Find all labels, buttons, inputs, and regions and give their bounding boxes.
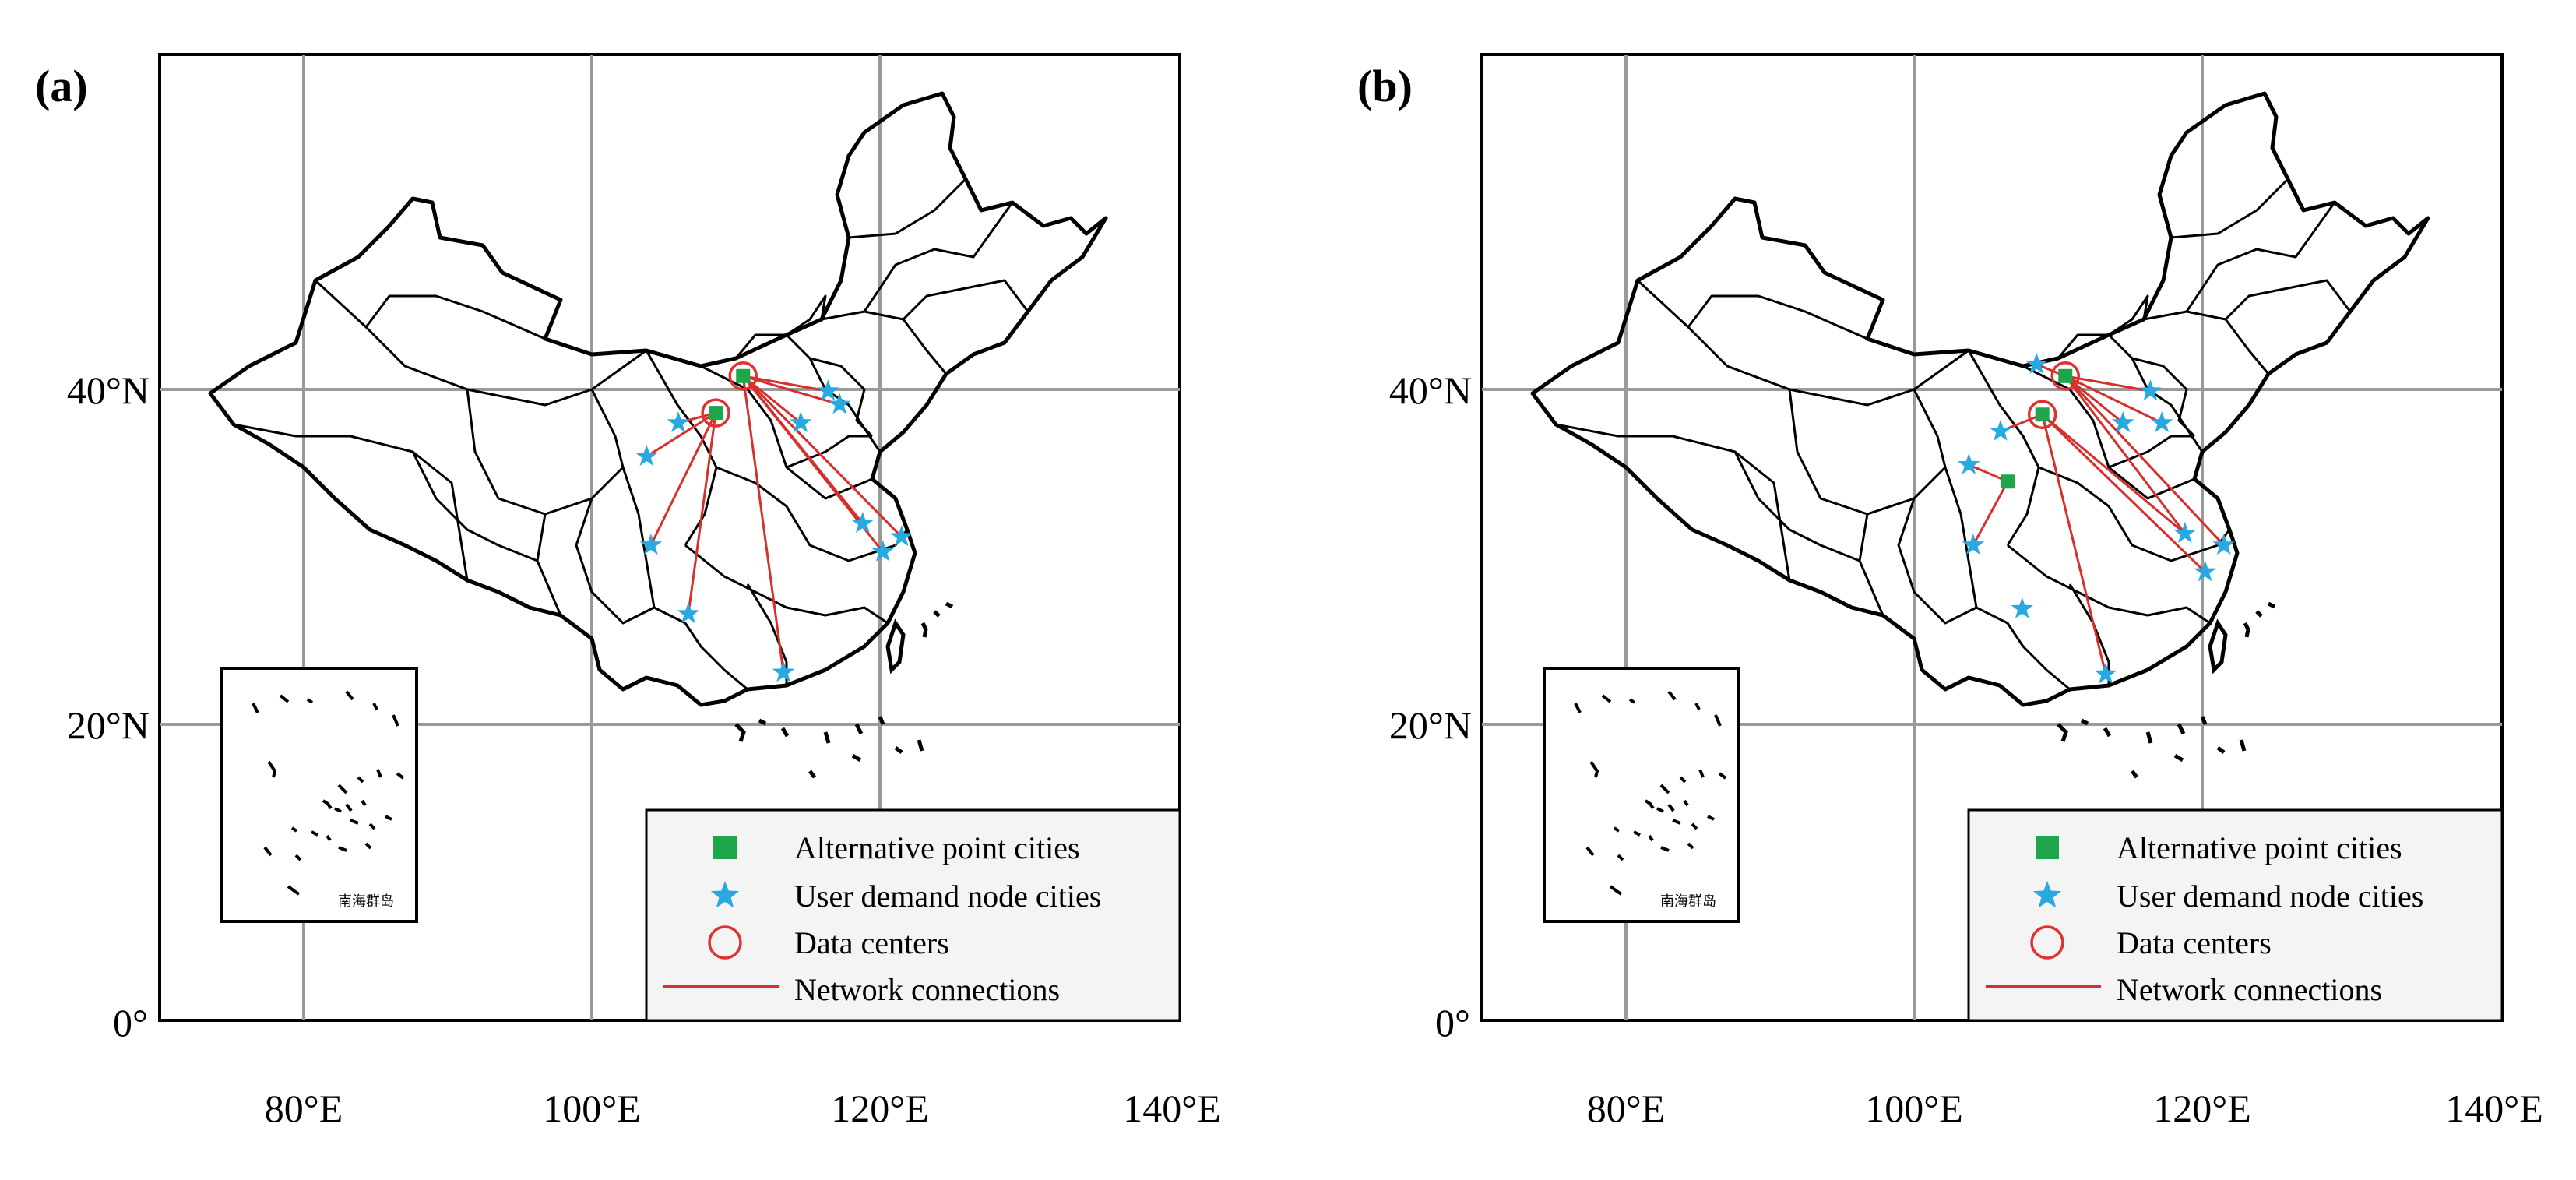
user-demand-star xyxy=(2112,411,2134,433)
legend-star-symbol xyxy=(2032,881,2062,908)
legend: Alternative point cities User demand node… xyxy=(645,808,1181,1022)
user-demand-star xyxy=(890,525,913,547)
user-demand-star xyxy=(635,445,658,467)
inset-frame xyxy=(220,667,418,923)
user-demand-star xyxy=(790,411,812,433)
lon-label: 100°E xyxy=(543,1087,641,1130)
alternative-point-square xyxy=(2058,368,2073,383)
user-demand-star xyxy=(639,534,663,555)
user-demand-star xyxy=(817,379,839,401)
lat-label: 40°N xyxy=(1389,368,1472,412)
lon-label: 80°E xyxy=(1587,1087,1666,1130)
user-demand-star xyxy=(1958,453,1980,474)
user-demand-star xyxy=(1989,419,2012,441)
legend-item-label: Alternative point cities xyxy=(2117,830,2402,865)
alternative-point-square xyxy=(709,406,723,421)
lat-label: 40°N xyxy=(67,368,150,412)
legend-star-symbol xyxy=(710,881,740,908)
legend-item-label: Data centers xyxy=(794,925,949,960)
network-connection xyxy=(742,375,840,406)
legend-item-label: Alternative point cities xyxy=(794,830,1080,865)
legend-circle-symbol xyxy=(708,925,742,960)
network-connection xyxy=(2041,414,2206,573)
legend-item-label: Data centers xyxy=(2117,925,2272,960)
user-demand-star xyxy=(2025,352,2048,374)
network-connection xyxy=(2041,414,2186,535)
data-center-circle xyxy=(2027,400,2057,429)
user-demand-star xyxy=(677,602,700,624)
lat-label: 0° xyxy=(1435,1001,1470,1044)
user-demand-star xyxy=(2173,521,2197,543)
user-demand-star xyxy=(2094,662,2117,684)
user-demand-star xyxy=(2150,411,2173,433)
inset-caption: 南海群岛 xyxy=(1660,893,1716,909)
legend-circle-symbol xyxy=(2030,925,2064,960)
network-connection xyxy=(649,412,717,546)
legend-square-symbol xyxy=(2036,836,2059,859)
user-demand-star xyxy=(851,512,875,534)
user-demand-star xyxy=(1962,534,1985,555)
lat-label: 0° xyxy=(113,1001,148,1044)
alternative-point-square xyxy=(2035,407,2050,422)
legend-item-label: User demand node cities xyxy=(794,879,1101,914)
user-demand-star xyxy=(667,411,690,433)
network-connection xyxy=(2041,414,2107,675)
user-demand-star xyxy=(2194,560,2216,582)
alternative-point-square xyxy=(2001,474,2015,489)
lat-label: 20°N xyxy=(1389,703,1472,747)
network-connection xyxy=(2064,375,2163,424)
lon-label: 140°E xyxy=(1123,1087,1221,1130)
data-center-circle xyxy=(2050,361,2080,391)
lon-label: 140°E xyxy=(2445,1087,2543,1130)
map-panel-b: 南海群岛 (b) 40°N 20°N 0° 80°E 100°E 120°E 140°E Alte… xyxy=(1357,53,2543,1130)
network-connection xyxy=(742,375,903,538)
inset-map: 南海群岛 xyxy=(220,667,418,923)
lon-label: 100°E xyxy=(1865,1087,1963,1130)
network-connection xyxy=(742,375,864,524)
network-connection xyxy=(1972,481,2009,546)
user-demand-star xyxy=(2139,379,2162,401)
legend-square-symbol xyxy=(713,836,737,859)
network-connection xyxy=(741,375,785,673)
alternative-point-square xyxy=(736,368,751,383)
user-demand-star xyxy=(828,393,851,414)
legend-item-label: Network connections xyxy=(2117,972,2382,1007)
network-connection xyxy=(2064,375,2225,546)
legend: Alternative point cities User demand node… xyxy=(1967,808,2504,1022)
user-demand-star xyxy=(2212,534,2235,555)
legend-item-label: Network connections xyxy=(794,972,1060,1007)
network-connection xyxy=(2064,375,2186,534)
user-demand-star xyxy=(2011,597,2033,618)
inset-map: 南海群岛 xyxy=(1543,667,1740,923)
panel-label: (a) xyxy=(35,61,88,111)
lon-label: 80°E xyxy=(265,1087,343,1130)
inset-frame xyxy=(1543,667,1740,923)
data-center-circle xyxy=(701,398,730,428)
user-demand-star xyxy=(772,660,795,682)
legend-item-label: User demand node cities xyxy=(2117,879,2423,914)
network-connection xyxy=(687,412,717,615)
lat-label: 20°N xyxy=(67,703,150,747)
user-demand-star xyxy=(871,540,894,562)
inset-caption: 南海群岛 xyxy=(338,893,394,909)
lon-label: 120°E xyxy=(831,1087,929,1130)
map-panel-a: 南海群岛 (a) 40°N 20°N 0° 80°E 100°E 120°E 140°E Alte… xyxy=(35,53,1221,1130)
data-center-circle xyxy=(728,361,758,391)
lon-label: 120°E xyxy=(2153,1087,2251,1130)
panel-label: (b) xyxy=(1357,61,1413,111)
